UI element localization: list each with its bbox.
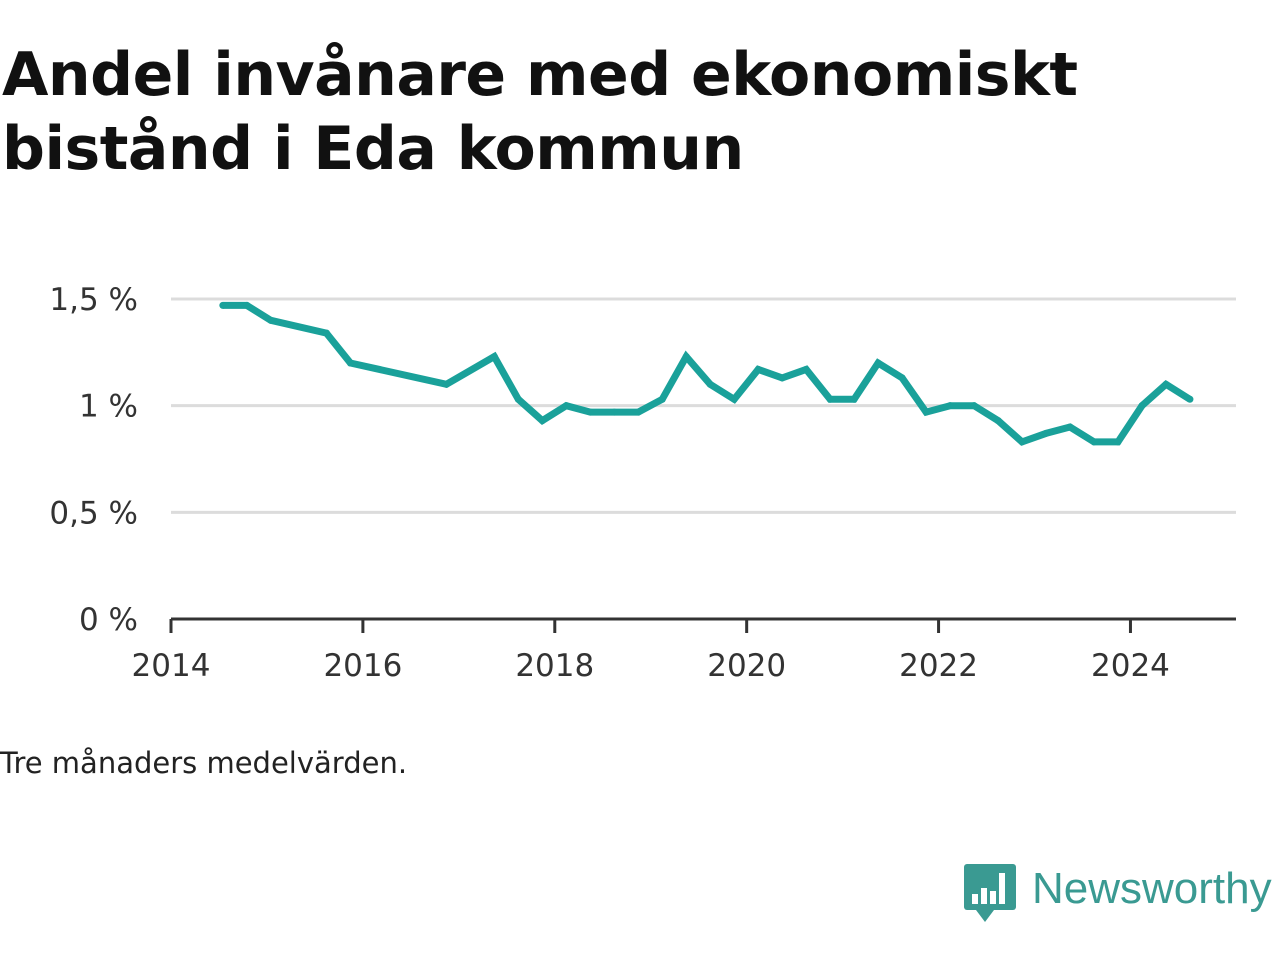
data-point [538, 417, 546, 425]
data-point [754, 365, 762, 373]
data-point [442, 380, 450, 388]
data-point [243, 301, 251, 309]
newsworthy-logo-icon [964, 864, 1016, 922]
data-point [778, 374, 786, 382]
data-point [706, 380, 714, 388]
x-tick-label: 2018 [515, 648, 594, 684]
line-chart: 0 % 0,5 % 1 % 1,5 % 2014 2016 2018 2020 2022 202… [49, 282, 1236, 684]
data-point [1042, 429, 1050, 437]
brand-name: Newsworthy [1032, 864, 1272, 913]
data-point [1162, 380, 1170, 388]
data-point [898, 374, 906, 382]
newsworthy-logo[interactable]: Newsworthy [964, 864, 1276, 928]
x-tick-label: 2014 [132, 648, 211, 684]
x-tick-label: 2024 [1091, 648, 1170, 684]
data-point [826, 395, 834, 403]
x-axis-ticks: 2014 2016 2018 2020 2022 2024 [132, 619, 1170, 684]
data-point [802, 365, 810, 373]
data-point [970, 402, 978, 410]
data-point [946, 402, 954, 410]
chart-title: Andel invånare med ekonomiskt bistånd i … [2, 40, 1078, 184]
y-tick-label: 1 % [79, 389, 138, 425]
y-tick-label: 1,5 % [49, 282, 138, 318]
data-point [682, 353, 690, 361]
y-tick-label: 0 % [79, 602, 138, 638]
data-point [514, 395, 522, 403]
data-point [994, 417, 1002, 425]
data-point [634, 408, 642, 416]
data-point [490, 353, 498, 361]
footnote: Tre månaders medelvärden. [0, 746, 408, 780]
data-point [586, 408, 594, 416]
data-point [322, 329, 330, 337]
data-point [1090, 438, 1098, 446]
data-point [1066, 423, 1074, 431]
data-point [874, 359, 882, 367]
data-point [1186, 395, 1194, 403]
grid-lines [171, 297, 1236, 514]
y-tick-label: 0,5 % [49, 495, 138, 531]
data-point [562, 402, 570, 410]
x-tick-label: 2016 [323, 648, 402, 684]
data-point [730, 395, 738, 403]
data-point [1018, 438, 1026, 446]
data-point [1138, 402, 1146, 410]
x-tick-label: 2022 [899, 648, 978, 684]
data-point [850, 395, 858, 403]
data-point [658, 395, 666, 403]
y-axis-ticks: 0 % 0,5 % 1 % 1,5 % [49, 282, 138, 638]
data-point [922, 408, 930, 416]
series-group [219, 301, 1194, 446]
data-point [219, 301, 227, 309]
data-point [610, 408, 618, 416]
data-point [267, 316, 275, 324]
data-point [346, 359, 354, 367]
data-point [1114, 438, 1122, 446]
series-line [222, 301, 1192, 446]
x-tick-label: 2020 [707, 648, 786, 684]
